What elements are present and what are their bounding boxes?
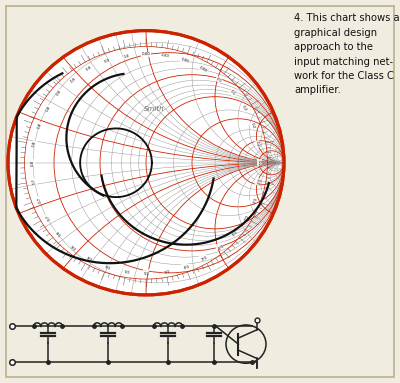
Text: 0.6: 0.6: [56, 229, 63, 236]
FancyBboxPatch shape: [6, 6, 394, 377]
Text: 0.6: 0.6: [86, 253, 93, 260]
Text: 0.6: 0.6: [104, 262, 111, 267]
Text: 0.9: 0.9: [104, 58, 111, 64]
Text: 0.9: 0.9: [56, 90, 63, 97]
Text: 0.1: 0.1: [229, 90, 236, 97]
Text: 4. This chart shows a
graphical design
approach to the
input matching net-
work : 4. This chart shows a graphical design a…: [294, 13, 400, 95]
Text: 0.2: 0.2: [257, 160, 261, 166]
Text: Smith: Smith: [144, 106, 164, 112]
Text: 0.7: 0.7: [45, 213, 51, 221]
Text: 0.03: 0.03: [161, 53, 170, 59]
Text: 0.00: 0.00: [142, 52, 150, 56]
Circle shape: [8, 31, 284, 295]
Text: 0.7: 0.7: [32, 178, 37, 185]
Text: 0.5: 0.5: [123, 267, 130, 272]
Text: 0.6: 0.6: [70, 242, 77, 249]
Text: 0.08: 0.08: [198, 65, 207, 73]
Text: 0.5: 0.5: [162, 267, 169, 272]
Text: 0.8: 0.8: [45, 105, 51, 112]
Text: 0.9: 0.9: [86, 65, 93, 72]
Text: 0.2: 0.2: [241, 105, 247, 112]
Text: 0.4: 0.4: [181, 262, 188, 268]
Text: 0.3: 0.3: [255, 178, 260, 185]
Text: 0.2: 0.2: [249, 122, 255, 129]
Text: 0.8: 0.8: [37, 122, 43, 129]
Text: 0.4: 0.4: [229, 229, 236, 236]
Text: 0.7: 0.7: [37, 196, 43, 203]
Text: 0.4: 0.4: [199, 253, 206, 260]
Text: 0.06: 0.06: [180, 57, 190, 64]
Text: 0.4: 0.4: [215, 242, 222, 249]
Text: 0.3: 0.3: [241, 213, 247, 221]
Text: 0.1: 0.1: [215, 76, 222, 83]
Text: 0.9: 0.9: [70, 76, 77, 83]
Text: 0.2: 0.2: [255, 141, 260, 147]
Text: 0.3: 0.3: [249, 196, 255, 203]
Text: 0.8: 0.8: [31, 160, 35, 166]
Text: 0.8: 0.8: [32, 141, 37, 147]
Text: 0.5: 0.5: [143, 269, 149, 273]
Text: 1.0: 1.0: [123, 54, 130, 59]
